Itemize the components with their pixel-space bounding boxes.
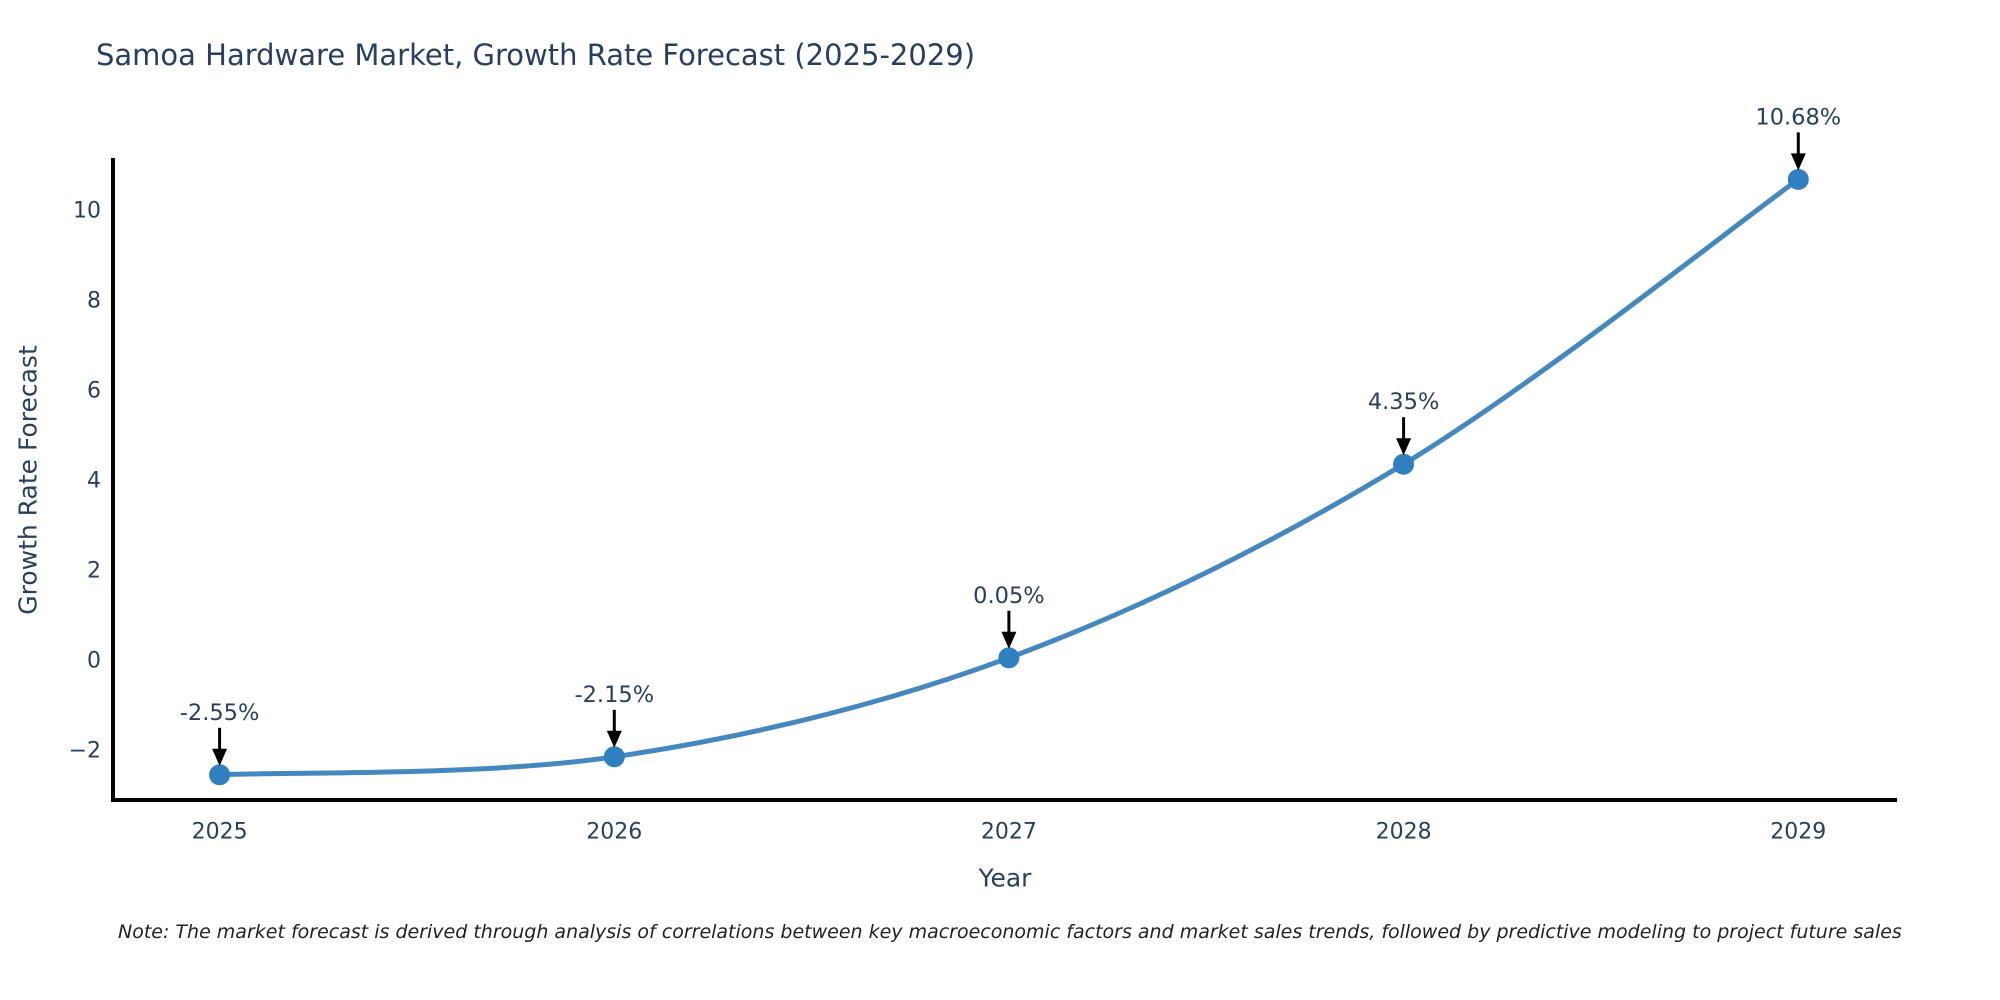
data-point-marker [1787, 168, 1809, 190]
data-point-marker [998, 647, 1020, 669]
y-tick-label: 0 [87, 649, 101, 674]
x-tick-label: 2028 [1376, 819, 1432, 844]
forecast-line [217, 176, 1801, 778]
y-tick-label: 4 [87, 469, 101, 494]
x-tick-label: 2027 [981, 819, 1037, 844]
annotation-arrowhead [1790, 153, 1806, 171]
y-tick-label: 2 [87, 559, 101, 584]
annotation-label: 0.05% [973, 583, 1044, 609]
annotation-label: 4.35% [1368, 389, 1439, 415]
annotation-label: -2.55% [180, 700, 260, 726]
data-point-marker [1393, 453, 1415, 475]
y-tick-label: 6 [87, 379, 101, 404]
chart-title: Samoa Hardware Market, Growth Rate Forec… [96, 38, 976, 72]
annotation-arrowhead [1001, 631, 1017, 649]
y-tick-label: −2 [69, 739, 101, 764]
annotation-label: 10.68% [1755, 104, 1841, 130]
footnote: Note: The market forecast is derived thr… [118, 921, 1902, 943]
annotation-arrowhead [212, 748, 228, 766]
x-tick-label: 2029 [1770, 819, 1826, 844]
annotation-arrowhead [1396, 438, 1412, 456]
annotation-label: -2.15% [574, 682, 654, 708]
y-tick-label: 8 [87, 289, 101, 314]
data-point-marker [603, 746, 625, 768]
x-axis-title: Year [978, 863, 1032, 893]
x-tick-label: 2025 [192, 819, 248, 844]
x-tick-label: 2026 [586, 819, 642, 844]
annotation-arrowhead [606, 730, 622, 748]
data-point-marker [209, 764, 231, 786]
y-tick-label: 10 [73, 199, 101, 224]
